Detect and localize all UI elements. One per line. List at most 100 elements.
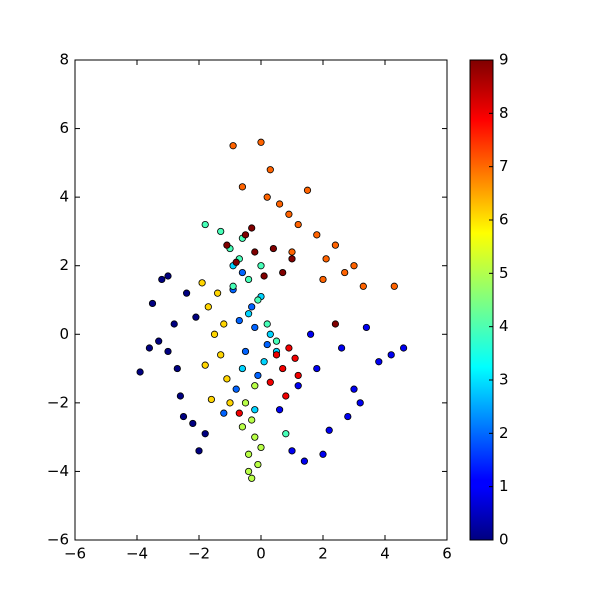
point — [288, 255, 296, 263]
x-tick-label: 2 — [318, 545, 328, 563]
point — [331, 241, 339, 249]
y-tick-label: −2 — [47, 393, 69, 411]
point — [238, 268, 246, 277]
point — [204, 303, 212, 311]
point — [232, 385, 240, 393]
x-tick-label: −4 — [126, 545, 148, 563]
point — [248, 416, 256, 424]
point — [275, 406, 284, 414]
point — [294, 371, 302, 380]
point — [288, 447, 296, 455]
point — [282, 392, 290, 400]
point — [350, 262, 358, 270]
colorbar-tick-label: 5 — [499, 264, 509, 282]
x-tick-label: −2 — [188, 545, 210, 563]
y-tick-label: −4 — [47, 462, 69, 480]
point — [195, 447, 203, 455]
point — [272, 351, 281, 359]
y-tick-label: 6 — [59, 119, 69, 137]
point — [235, 409, 243, 417]
point — [269, 244, 277, 253]
colorbar-tick-label: 0 — [499, 531, 509, 549]
x-tick-label: −6 — [64, 545, 86, 563]
point — [189, 419, 197, 428]
point — [390, 282, 398, 290]
point — [183, 289, 191, 297]
point — [291, 354, 299, 362]
point — [285, 344, 293, 352]
point — [198, 279, 206, 287]
point — [387, 351, 395, 359]
point — [245, 310, 253, 318]
y-tick-label: 0 — [59, 325, 69, 343]
point — [232, 258, 240, 266]
colorbar-tick-label: 6 — [499, 211, 509, 229]
point — [254, 296, 262, 304]
colorbar-tick-label: 9 — [499, 51, 509, 69]
point — [322, 255, 330, 263]
point — [331, 320, 339, 328]
point — [170, 320, 178, 328]
point — [248, 474, 256, 482]
point — [257, 138, 265, 146]
point — [300, 457, 308, 465]
colorbar-tick-label: 2 — [499, 424, 509, 442]
point — [164, 272, 172, 280]
point — [251, 406, 259, 414]
point — [245, 467, 253, 476]
point — [229, 282, 237, 290]
point — [294, 382, 302, 390]
point — [257, 443, 265, 452]
point — [241, 399, 250, 407]
point — [266, 166, 274, 174]
point — [155, 337, 163, 345]
point — [272, 337, 281, 345]
point — [362, 323, 370, 332]
point — [359, 282, 367, 290]
point — [325, 426, 333, 434]
point — [257, 262, 265, 270]
point — [145, 344, 153, 352]
colorbar-tick-label: 7 — [499, 157, 509, 175]
point — [229, 142, 237, 150]
point — [282, 430, 290, 438]
point — [192, 313, 200, 321]
point — [220, 409, 228, 417]
point — [260, 358, 268, 366]
point — [164, 347, 172, 356]
point — [201, 430, 209, 438]
point — [275, 200, 284, 208]
point — [210, 330, 219, 338]
point — [356, 399, 364, 407]
point — [248, 303, 256, 311]
point — [223, 375, 231, 383]
point — [241, 231, 250, 239]
point — [279, 268, 287, 277]
point — [248, 224, 256, 232]
point — [241, 347, 250, 356]
point — [313, 364, 321, 373]
point — [288, 248, 296, 256]
point — [279, 364, 287, 373]
point — [254, 460, 262, 469]
point — [235, 316, 243, 325]
colorbar-tick-label: 4 — [499, 317, 509, 335]
point — [319, 275, 327, 284]
point — [260, 272, 268, 280]
point — [266, 378, 274, 386]
point — [214, 289, 222, 297]
point — [313, 231, 321, 239]
x-tick-label: 4 — [380, 545, 390, 563]
point — [251, 248, 259, 256]
point — [148, 299, 157, 308]
point — [319, 450, 327, 458]
x-tick-label: 6 — [442, 545, 452, 563]
point — [207, 395, 215, 404]
point — [375, 358, 383, 366]
point — [294, 220, 302, 229]
point — [238, 423, 246, 431]
point — [238, 364, 246, 373]
colorbar-tick-label: 3 — [499, 371, 509, 389]
y-tick-label: −6 — [47, 531, 69, 549]
